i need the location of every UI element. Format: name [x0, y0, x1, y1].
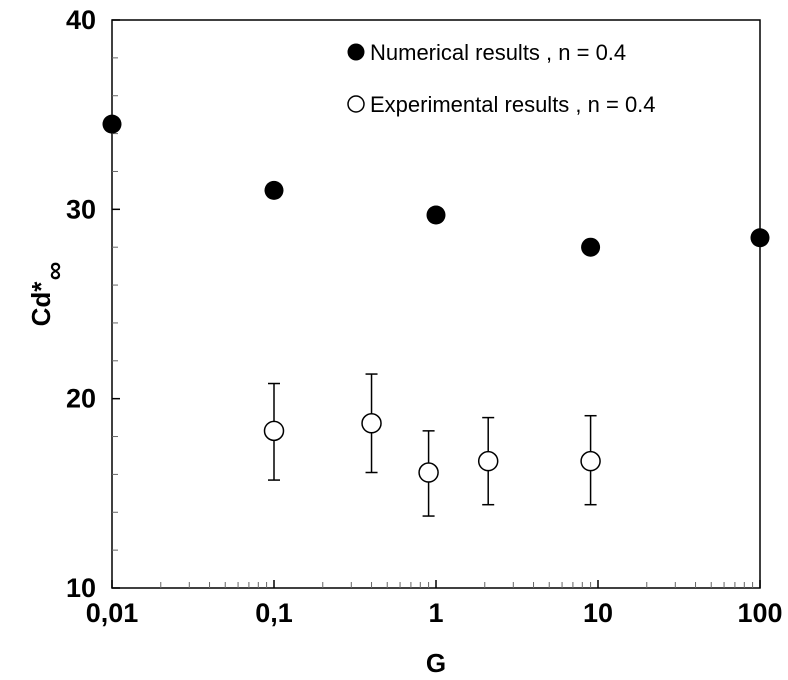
x-tick-label: 1 — [428, 598, 443, 628]
legend-label-numerical: Numerical results , n = 0.4 — [370, 40, 626, 65]
numerical-point — [750, 228, 770, 248]
experimental-point — [263, 420, 285, 442]
experimental-point — [477, 450, 499, 472]
legend-item-experimental: Experimental results , n = 0.4 — [347, 92, 656, 117]
experimental-point — [580, 450, 601, 472]
y-tick-label: 30 — [66, 194, 96, 224]
numerical-point — [264, 180, 284, 200]
numerical-point — [426, 205, 446, 225]
major-ticks — [111, 19, 761, 589]
y-tick-label: 10 — [66, 573, 96, 603]
legend-item-numerical: Numerical results , n = 0.4 — [347, 40, 626, 65]
y-tick-label: 20 — [66, 384, 96, 414]
legend-label-experimental: Experimental results , n = 0.4 — [370, 92, 656, 117]
y-axis-label: Cd* — [26, 281, 56, 327]
y-axis-label-group: Cd* ∞ — [26, 262, 69, 327]
legend: Numerical results , n = 0.4 Experimental… — [347, 40, 656, 117]
series-numerical-points — [102, 114, 770, 257]
experimental-point — [418, 462, 439, 483]
y-tick-labels: 10 20 30 40 — [66, 5, 96, 603]
x-tick-label: 100 — [737, 598, 782, 628]
numerical-point — [102, 114, 122, 134]
numerical-point — [581, 237, 601, 257]
y-tick-label: 40 — [66, 5, 96, 35]
experimental-point — [361, 413, 382, 434]
x-tick-label: 0,1 — [255, 598, 293, 628]
error-bars — [268, 373, 597, 517]
y-axis-label-subscript: ∞ — [39, 262, 69, 281]
x-axis-label: G — [426, 648, 446, 678]
x-tick-label: 0,01 — [86, 598, 139, 628]
x-tick-labels: 0,01 0,1 1 10 100 — [86, 598, 783, 628]
legend-marker-open-circle — [347, 95, 365, 113]
series-experimental-points — [263, 413, 601, 483]
minor-ticks — [112, 57, 754, 588]
legend-marker-filled-circle — [347, 43, 365, 61]
x-tick-label: 10 — [583, 598, 613, 628]
